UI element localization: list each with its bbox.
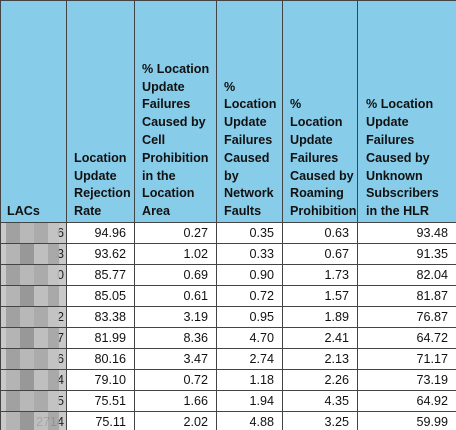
lac-cell: 3: [0, 243, 67, 265]
lac-value: 6: [56, 352, 64, 366]
lac-value: 0: [56, 268, 64, 282]
lac-value: 2: [56, 310, 64, 324]
rejection-rate-cell: 81.99: [66, 327, 135, 349]
header-lacs: LACs: [0, 0, 67, 223]
lac-cell: [0, 285, 67, 307]
unknown-subscribers-cell: 76.87: [357, 306, 456, 328]
rejection-rate-cell: 83.38: [66, 306, 135, 328]
lac-value: 3: [56, 247, 64, 261]
unknown-subscribers-cell: 71.17: [357, 348, 456, 370]
network-faults-cell: 0.33: [216, 243, 283, 265]
roaming-prohibition-cell: 0.67: [282, 243, 358, 265]
unknown-subscribers-cell: 93.48: [357, 222, 456, 244]
roaming-prohibition-cell: 1.57: [282, 285, 358, 307]
network-faults-cell: 4.88: [216, 411, 283, 430]
lac-cell: 6: [0, 348, 67, 370]
cell-prohibition-cell: 1.66: [134, 390, 217, 412]
table-row: 85.05 0.61 0.72 1.57 81.87: [0, 285, 456, 307]
network-faults-cell: 1.94: [216, 390, 283, 412]
roaming-prohibition-cell: 2.41: [282, 327, 358, 349]
header-network-faults: % Location Update Failures Caused by Net…: [216, 0, 283, 223]
cell-prohibition-cell: 1.02: [134, 243, 217, 265]
cell-prohibition-cell: 0.27: [134, 222, 217, 244]
lac-value: 5: [56, 394, 64, 408]
lac-cell: 4: [0, 369, 67, 391]
roaming-prohibition-cell: 2.26: [282, 369, 358, 391]
roaming-prohibition-cell: 1.89: [282, 306, 358, 328]
cell-prohibition-cell: 0.61: [134, 285, 217, 307]
redaction-blur: [6, 412, 59, 430]
network-faults-cell: 0.95: [216, 306, 283, 328]
lac-cell: 2714: [0, 411, 67, 430]
header-roaming-prohibition: % Location Update Failures Caused by Roa…: [282, 0, 358, 223]
unknown-subscribers-cell: 91.35: [357, 243, 456, 265]
cell-prohibition-cell: 3.19: [134, 306, 217, 328]
table-row: 2714 75.11 2.02 4.88 3.25 59.99: [0, 411, 456, 430]
table-row: 6 80.16 3.47 2.74 2.13 71.17: [0, 348, 456, 370]
roaming-prohibition-cell: 3.25: [282, 411, 358, 430]
rejection-rate-cell: 80.16: [66, 348, 135, 370]
rejection-rate-cell: 85.05: [66, 285, 135, 307]
network-faults-cell: 2.74: [216, 348, 283, 370]
unknown-subscribers-cell: 59.99: [357, 411, 456, 430]
lac-cell: 0: [0, 264, 67, 286]
header-rejection-rate: Location Update Rejection Rate: [66, 0, 135, 223]
network-faults-cell: 0.72: [216, 285, 283, 307]
unknown-subscribers-cell: 64.72: [357, 327, 456, 349]
redaction-blur: [6, 349, 59, 369]
lac-value: 7: [56, 331, 64, 345]
unknown-subscribers-cell: 73.19: [357, 369, 456, 391]
redaction-blur: [6, 265, 59, 285]
redaction-blur: [6, 244, 59, 264]
lac-cell: 7: [0, 327, 67, 349]
rejection-rate-cell: 94.96: [66, 222, 135, 244]
unknown-subscribers-cell: 82.04: [357, 264, 456, 286]
cell-prohibition-cell: 0.72: [134, 369, 217, 391]
cell-prohibition-cell: 8.36: [134, 327, 217, 349]
redaction-blur: [6, 223, 59, 243]
table-row: 2 83.38 3.19 0.95 1.89 76.87: [0, 306, 456, 328]
table-row: 5 75.51 1.66 1.94 4.35 64.92: [0, 390, 456, 412]
roaming-prohibition-cell: 0.63: [282, 222, 358, 244]
redaction-blur: [6, 307, 59, 327]
rejection-rate-cell: 93.62: [66, 243, 135, 265]
cell-prohibition-cell: 2.02: [134, 411, 217, 430]
rejection-rate-cell: 75.51: [66, 390, 135, 412]
unknown-subscribers-cell: 81.87: [357, 285, 456, 307]
rejection-rate-cell: 79.10: [66, 369, 135, 391]
header-row: LACs Location Update Rejection Rate % Lo…: [0, 0, 456, 223]
network-faults-cell: 1.18: [216, 369, 283, 391]
table-row: 4 79.10 0.72 1.18 2.26 73.19: [0, 369, 456, 391]
network-faults-cell: 0.35: [216, 222, 283, 244]
table-row: 0 85.77 0.69 0.90 1.73 82.04: [0, 264, 456, 286]
redaction-blur: [6, 370, 59, 390]
lac-cell: 2: [0, 306, 67, 328]
roaming-prohibition-cell: 2.13: [282, 348, 358, 370]
table-row: 6 94.96 0.27 0.35 0.63 93.48: [0, 222, 456, 244]
unknown-subscribers-cell: 64.92: [357, 390, 456, 412]
rejection-rate-cell: 75.11: [66, 411, 135, 430]
rejection-rate-cell: 85.77: [66, 264, 135, 286]
redaction-blur: [6, 328, 59, 348]
lac-cell: 5: [0, 390, 67, 412]
cell-prohibition-cell: 0.69: [134, 264, 217, 286]
redaction-blur: [6, 391, 59, 411]
header-cell-prohibition: % Location Update Failures Caused by Cel…: [134, 0, 217, 223]
redaction-blur: [6, 286, 59, 306]
table-row: 7 81.99 8.36 4.70 2.41 64.72: [0, 327, 456, 349]
roaming-prohibition-cell: 4.35: [282, 390, 358, 412]
lac-cell: 6: [0, 222, 67, 244]
header-unknown-subscribers: % Location Update Failures Caused by Unk…: [357, 0, 456, 223]
network-faults-cell: 4.70: [216, 327, 283, 349]
lac-value: 6: [56, 226, 64, 240]
lac-value: 4: [56, 373, 64, 387]
cell-prohibition-cell: 3.47: [134, 348, 217, 370]
table-row: 3 93.62 1.02 0.33 0.67 91.35: [0, 243, 456, 265]
network-faults-cell: 0.90: [216, 264, 283, 286]
roaming-prohibition-cell: 1.73: [282, 264, 358, 286]
